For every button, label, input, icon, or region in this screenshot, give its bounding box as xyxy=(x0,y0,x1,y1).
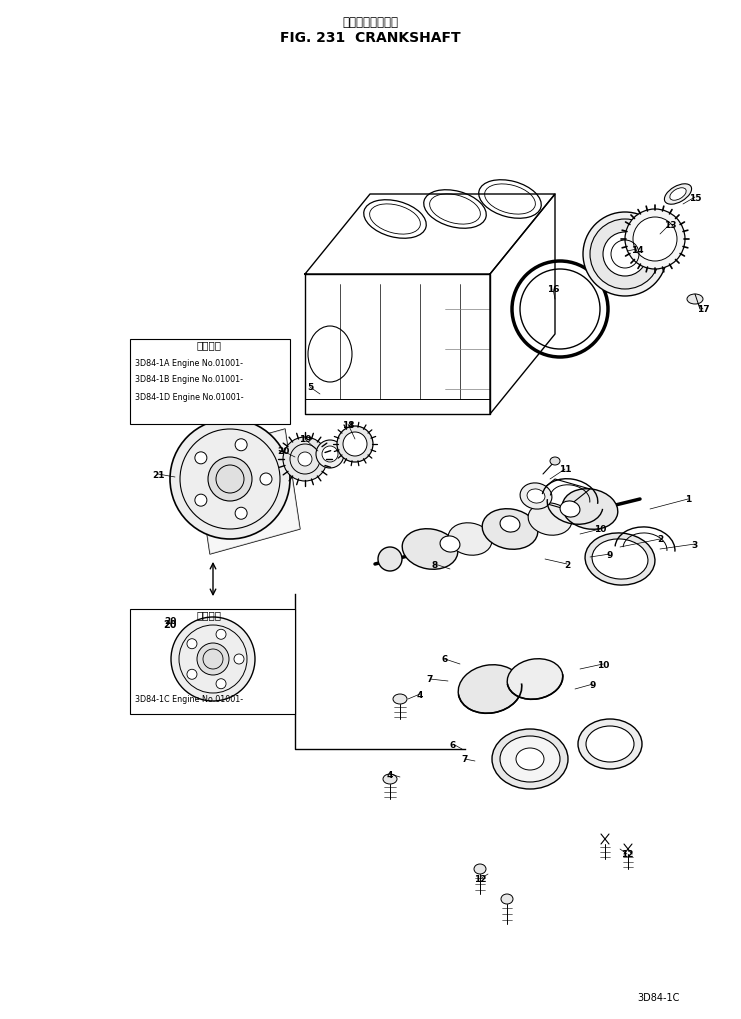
Ellipse shape xyxy=(187,639,197,649)
Ellipse shape xyxy=(337,427,373,463)
Ellipse shape xyxy=(633,218,677,262)
Ellipse shape xyxy=(560,501,580,518)
Ellipse shape xyxy=(500,517,520,533)
Ellipse shape xyxy=(583,213,667,297)
Ellipse shape xyxy=(234,654,244,664)
Ellipse shape xyxy=(492,730,568,790)
Ellipse shape xyxy=(590,220,660,289)
Ellipse shape xyxy=(474,864,486,874)
Ellipse shape xyxy=(592,539,648,580)
Text: 17: 17 xyxy=(697,306,709,314)
Ellipse shape xyxy=(283,437,327,482)
Text: 20: 20 xyxy=(163,620,177,630)
Text: 5: 5 xyxy=(307,383,313,392)
Ellipse shape xyxy=(507,659,563,700)
Ellipse shape xyxy=(687,294,703,305)
Text: 4: 4 xyxy=(416,690,423,699)
Bar xyxy=(130,339,290,425)
Text: 3: 3 xyxy=(692,540,698,549)
Ellipse shape xyxy=(197,643,229,676)
Ellipse shape xyxy=(195,452,207,465)
Ellipse shape xyxy=(393,694,407,704)
Ellipse shape xyxy=(208,458,252,501)
Text: 7: 7 xyxy=(462,755,468,764)
Text: 1: 1 xyxy=(685,495,691,504)
Text: 9: 9 xyxy=(590,680,597,689)
Ellipse shape xyxy=(586,727,634,762)
Ellipse shape xyxy=(383,774,397,785)
Text: 10: 10 xyxy=(594,525,606,534)
Text: FIG. 231  CRANKSHAFT: FIG. 231 CRANKSHAFT xyxy=(279,31,460,45)
Ellipse shape xyxy=(550,458,560,466)
Text: 3D84-1A Engine No.01001-: 3D84-1A Engine No.01001- xyxy=(135,358,243,367)
Text: 3D84-1B Engine No.01001-: 3D84-1B Engine No.01001- xyxy=(135,375,243,384)
Text: 20: 20 xyxy=(164,616,176,626)
Ellipse shape xyxy=(625,210,685,270)
Text: 10: 10 xyxy=(597,660,609,668)
Ellipse shape xyxy=(458,665,522,713)
Ellipse shape xyxy=(501,894,513,904)
Ellipse shape xyxy=(670,189,686,201)
Ellipse shape xyxy=(195,494,207,506)
Ellipse shape xyxy=(170,420,290,539)
Text: 3D84-1D Engine No.01001-: 3D84-1D Engine No.01001- xyxy=(135,392,244,401)
Text: 21: 21 xyxy=(152,470,165,479)
Ellipse shape xyxy=(603,232,647,277)
Text: 15: 15 xyxy=(688,194,701,203)
Text: 6: 6 xyxy=(442,655,448,663)
Ellipse shape xyxy=(343,433,367,457)
Text: 2: 2 xyxy=(657,535,663,544)
Text: 19: 19 xyxy=(299,435,311,444)
Ellipse shape xyxy=(448,524,492,555)
Ellipse shape xyxy=(562,489,618,530)
Ellipse shape xyxy=(528,503,572,536)
Ellipse shape xyxy=(516,748,544,770)
Ellipse shape xyxy=(585,533,655,586)
Text: 2: 2 xyxy=(564,560,570,569)
Polygon shape xyxy=(195,430,300,554)
Text: 18: 18 xyxy=(342,420,354,429)
Ellipse shape xyxy=(402,529,458,570)
Ellipse shape xyxy=(578,719,642,769)
Text: 11: 11 xyxy=(559,465,571,474)
Text: 8: 8 xyxy=(432,560,438,569)
Ellipse shape xyxy=(216,679,226,689)
Text: 4: 4 xyxy=(387,769,393,779)
Text: 9: 9 xyxy=(607,550,614,559)
Ellipse shape xyxy=(260,474,272,485)
Text: 13: 13 xyxy=(664,220,677,229)
Ellipse shape xyxy=(187,669,197,680)
Text: 20: 20 xyxy=(277,447,289,457)
Bar xyxy=(130,609,295,714)
Text: 3D84-1C: 3D84-1C xyxy=(637,993,680,1002)
Text: クランクシャフト: クランクシャフト xyxy=(342,15,398,29)
Ellipse shape xyxy=(298,452,312,467)
Text: 12: 12 xyxy=(621,850,634,859)
Ellipse shape xyxy=(322,446,338,463)
Ellipse shape xyxy=(440,536,460,552)
Ellipse shape xyxy=(171,618,255,701)
Text: 7: 7 xyxy=(427,675,433,684)
Ellipse shape xyxy=(482,510,538,549)
Ellipse shape xyxy=(216,630,226,640)
Text: 14: 14 xyxy=(631,246,643,255)
Text: 適用号機: 適用号機 xyxy=(196,609,222,620)
Ellipse shape xyxy=(235,439,247,451)
Text: 適用号機: 適用号機 xyxy=(196,339,222,350)
Text: 16: 16 xyxy=(547,285,559,294)
Ellipse shape xyxy=(500,737,560,783)
Text: 3D84-1C Engine No.01001-: 3D84-1C Engine No.01001- xyxy=(135,695,243,704)
Ellipse shape xyxy=(316,440,344,469)
Ellipse shape xyxy=(527,489,545,503)
Ellipse shape xyxy=(665,184,691,205)
Ellipse shape xyxy=(520,483,552,510)
Text: 6: 6 xyxy=(450,740,456,749)
Text: 12: 12 xyxy=(473,874,486,883)
Ellipse shape xyxy=(378,547,402,572)
Ellipse shape xyxy=(235,507,247,520)
